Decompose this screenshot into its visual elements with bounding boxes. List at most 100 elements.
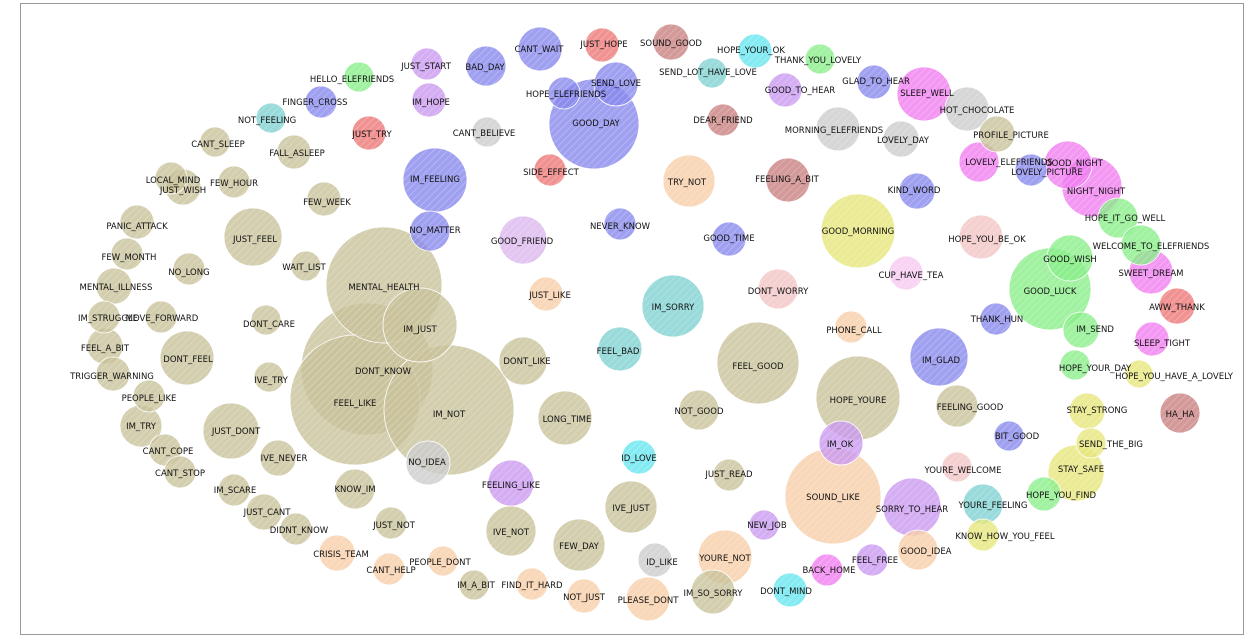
node-texture-morning-elefriends <box>816 107 860 151</box>
node-texture-ive-try <box>254 362 284 392</box>
label-just-try: JUST_TRY <box>351 130 392 140</box>
label-dear-friend: DEAR_FRIEND <box>693 116 753 126</box>
label-mental-health: MENTAL_HEALTH <box>348 283 419 293</box>
node-texture-finger-cross <box>305 86 337 118</box>
node-texture-im-feeling <box>403 148 467 212</box>
node-texture-im-sorry <box>642 275 704 337</box>
label-im-struggle: IM_STRUGGLE <box>78 314 138 324</box>
label-im-just: IM_JUST <box>403 325 437 335</box>
label-move-forward: MOVE_FORWARD <box>126 314 199 324</box>
label-sweet-dream: SWEET_DREAM <box>1119 269 1184 279</box>
label-id-like: ID_LIKE <box>646 558 678 568</box>
node-texture-cant-wait <box>518 27 562 71</box>
label-feel-bad: FEEL_BAD <box>597 347 640 357</box>
node-texture-im-a-bit <box>459 570 489 600</box>
label-cant-wait: CANT_WAIT <box>514 45 564 55</box>
label-thank-hun: THANK_HUN <box>970 315 1024 325</box>
node-texture-ive-just <box>605 481 657 533</box>
node-texture-hope-your-ok <box>738 34 772 68</box>
label-local-mind: LOCAL_MIND <box>146 176 201 186</box>
label-hope-you-be-ok: HOPE_YOU_BE_OK <box>948 235 1026 245</box>
label-good-night: GOOD_NIGHT <box>1045 159 1104 169</box>
label-welcome-to-elefriends: WELCOME_TO_ELEFRIENDS <box>1093 242 1210 252</box>
label-hope-you-have-a-lovely: HOPE_YOU_HAVE_A_LOVELY <box>1115 372 1234 382</box>
node-texture-profile-picture <box>979 116 1015 152</box>
node-texture-local-mind <box>155 162 187 194</box>
node-texture-im-try <box>120 405 162 447</box>
node-texture-back-home <box>811 554 843 586</box>
node-texture-send-the-big <box>1076 428 1106 458</box>
diagram-frame: MENTAL_HEALTH DONT_KNOW FEEL_LIKE IM_NOT IM_… <box>20 3 1244 635</box>
node-texture-im-ok <box>819 421 863 465</box>
node-texture-long-time <box>538 391 592 445</box>
node-texture-mental-illness <box>96 268 132 304</box>
node-texture-dear-friend <box>707 104 739 136</box>
node-texture-just-dont <box>203 403 259 459</box>
bubbles-layer <box>86 23 1201 622</box>
label-just-not: JUST_NOT <box>372 521 416 531</box>
node-texture-few-hour <box>218 166 250 198</box>
label-long-time: LONG_TIME <box>543 415 592 425</box>
label-kind-word: KIND_WORD <box>888 186 941 196</box>
label-cup-have-tea: CUP_HAVE_TEA <box>878 271 943 281</box>
label-send-the-big: SEND_THE_BIG <box>1079 440 1143 450</box>
node-texture-hope-you-be-ok <box>959 215 1003 259</box>
label-send-lot-have-love: SEND_LOT_HAVE_LOVE <box>659 68 757 78</box>
label-sound-like: SOUND_LIKE <box>806 493 860 503</box>
label-didnt-know: DIDNT_KNOW <box>270 526 329 536</box>
node-texture-im-scare <box>218 474 250 506</box>
node-texture-good-night <box>1044 141 1092 189</box>
label-know-im: KNOW_IM <box>334 485 375 495</box>
label-youre-feeling: YOURE_FEELING <box>958 501 1028 511</box>
label-cant-sleep: CANT_SLEEP <box>191 140 245 150</box>
label-cant-help: CANT_HELP <box>366 566 415 576</box>
node-texture-dont-feel <box>160 331 214 385</box>
label-few-day: FEW_DAY <box>559 542 599 552</box>
node-texture-cant-stop <box>164 456 196 488</box>
label-feeling-good: FEELING_GOOD <box>937 403 1004 413</box>
label-just-wish: JUST_WISH <box>159 186 206 196</box>
node-texture-lovely-elefriends <box>959 142 999 182</box>
label-hope-your-day: HOPE_YOUR_DAY <box>1059 364 1132 374</box>
node-texture-few-week <box>307 182 341 216</box>
label-few-week: FEW_WEEK <box>303 198 351 208</box>
label-fall-asleep: FALL_ASLEEP <box>269 149 324 159</box>
label-night-night: NIGHT_NIGHT <box>1067 187 1126 197</box>
label-try-not: TRY_NOT <box>667 178 707 188</box>
label-glad-to-hear: GLAD_TO_HEAR <box>842 77 910 87</box>
node-texture-good-wish <box>1047 235 1093 281</box>
node-texture-glad-to-hear <box>857 65 891 99</box>
node-texture-cup-have-tea <box>889 256 923 290</box>
label-few-month: FEW_MONTH <box>102 253 157 263</box>
node-texture-good-time <box>712 222 746 256</box>
label-send-love: SEND_LOVE <box>591 79 641 89</box>
label-hot-chocolate: HOT_CHOCOLATE <box>940 106 1015 116</box>
node-texture-ive-never <box>260 440 296 476</box>
node-texture-know-im <box>335 469 375 509</box>
label-feel-good: FEEL_GOOD <box>732 362 784 372</box>
node-texture-move-forward <box>145 301 177 333</box>
label-dont-feel: DONT_FEEL <box>163 355 213 365</box>
label-people-dont: PEOPLE_DONT <box>409 558 471 568</box>
label-im-so-sorry: IM_SO_SORRY <box>684 589 744 599</box>
node-texture-dont-mind <box>773 573 807 607</box>
label-hope-elefriends: HOPE_ELEFRIENDS <box>526 90 606 100</box>
node-texture-ha-ha <box>1160 393 1200 433</box>
label-people-like: PEOPLE_LIKE <box>122 394 177 404</box>
label-ive-never: IVE_NEVER <box>261 454 308 464</box>
node-texture-few-month <box>111 238 143 270</box>
node-texture-hope-it-go-well <box>1098 198 1138 238</box>
node-texture-id-like <box>638 543 672 577</box>
label-dont-care: DONT_CARE <box>243 320 295 330</box>
node-texture-good-morning <box>821 194 895 268</box>
label-thank-you-lovely: THANK_YOU_LOVELY <box>774 56 862 66</box>
node-texture-find-it-hard <box>516 568 548 600</box>
label-im-glad: IM_GLAD <box>922 356 960 366</box>
node-texture-know-how-you-feel <box>967 519 999 551</box>
label-never-know: NEVER_KNOW <box>590 222 651 232</box>
label-cant-believe: CANT_BELIEVE <box>453 129 516 139</box>
label-im-feeling: IM_FEELING <box>410 175 460 185</box>
node-texture-bad-day <box>466 46 506 86</box>
node-texture-lovely-day <box>883 121 919 157</box>
label-just-read: JUST_READ <box>704 470 753 480</box>
